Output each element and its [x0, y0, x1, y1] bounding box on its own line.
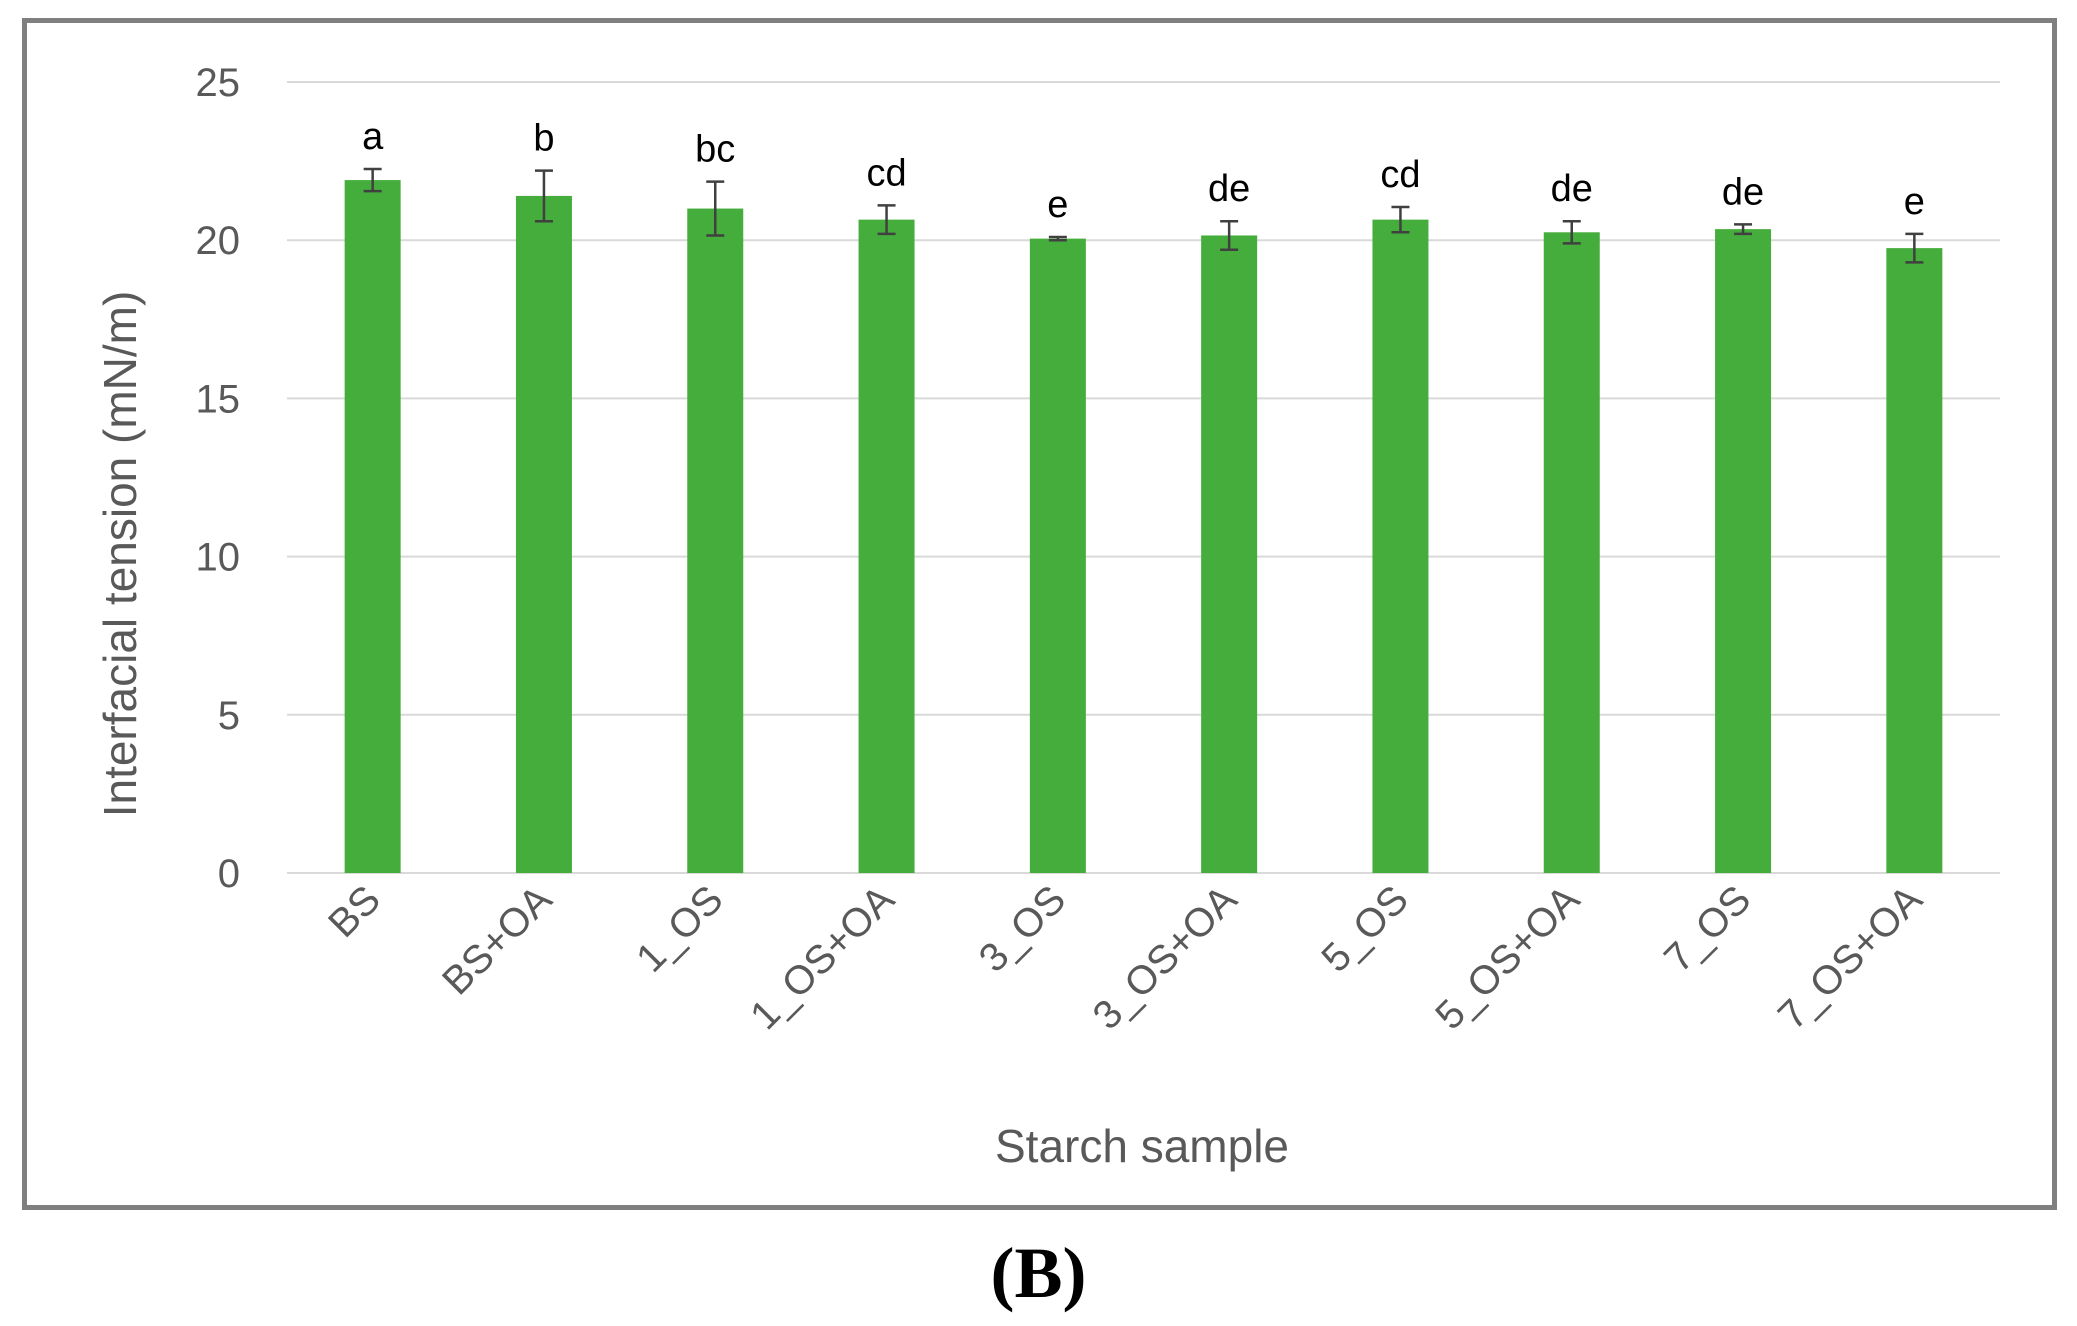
significance-letters: a b bc cd e de cd de de e — [362, 116, 1925, 226]
error-bar-5_OS+OA — [1562, 219, 1581, 245]
significance-letter: b — [533, 118, 554, 160]
y-tick-label: 20 — [196, 219, 241, 263]
x-tick-label: 7_OS — [1656, 877, 1759, 980]
y-tick-label: 10 — [196, 536, 241, 580]
significance-letter: e — [1047, 184, 1068, 226]
bar-7_OS+OA — [1886, 248, 1943, 874]
bar-1_OS — [687, 208, 744, 873]
significance-letter: e — [1904, 181, 1925, 223]
bar-7_OS — [1715, 229, 1772, 874]
bar-3_OS+OA — [1201, 235, 1258, 874]
gridlines — [287, 81, 2000, 874]
error-bar-5_OS — [1391, 205, 1410, 234]
error-bar-7_OS — [1734, 223, 1753, 236]
significance-letter: de — [1208, 168, 1250, 210]
bars — [344, 180, 1943, 874]
y-tick-label: 25 — [196, 61, 241, 105]
x-axis-title: Starch sample — [995, 1120, 1289, 1172]
error-bar-1_OS+OA — [877, 204, 896, 236]
bar-5_OS — [1372, 219, 1429, 873]
error-bar-1_OS — [706, 180, 725, 237]
significance-letter: bc — [695, 129, 735, 171]
significance-letter: a — [362, 116, 384, 158]
x-tick-labels: BS BS+OA 1_OS 1_OS+OA 3_OS 3_OS+OA 5_OS 5_OS+OA… — [320, 877, 1931, 1038]
bar-chart: a b bc cd e de cd de de e 0 5 10 15 20 25 BS BS+OA 1_OS 1… — [94, 61, 2000, 1172]
x-tick-label: 1_OS+OA — [742, 877, 903, 1038]
bar-BS+OA — [515, 195, 572, 874]
error-bar-3_OS — [1048, 235, 1067, 242]
x-tick-label: BS+OA — [434, 877, 560, 1003]
x-tick-label: 5_OS — [1313, 877, 1416, 980]
x-tick-label: 5_OS+OA — [1427, 877, 1588, 1038]
y-tick-label: 5 — [218, 694, 240, 738]
y-tick-label: 0 — [218, 852, 240, 896]
significance-letter: de — [1551, 168, 1593, 210]
bar-5_OS+OA — [1543, 232, 1600, 874]
panel-label: (B) — [990, 1233, 1087, 1313]
x-tick-label: 3_OS — [971, 877, 1074, 980]
error-bars — [363, 167, 1924, 264]
error-bar-BS — [363, 167, 382, 193]
significance-letter: cd — [866, 152, 906, 194]
significance-letter: cd — [1380, 154, 1420, 196]
y-tick-labels: 0 5 10 15 20 25 — [196, 61, 241, 896]
x-tick-label: 3_OS+OA — [1085, 877, 1246, 1038]
bar-3_OS — [1029, 238, 1086, 874]
x-tick-label: 1_OS — [628, 877, 731, 980]
y-tick-label: 15 — [196, 377, 241, 421]
significance-letter: de — [1722, 171, 1764, 213]
x-tick-label: BS — [320, 877, 389, 946]
error-bar-3_OS+OA — [1220, 219, 1239, 251]
error-bar-BS+OA — [534, 169, 553, 223]
error-bar-7_OS+OA — [1905, 232, 1924, 264]
bar-BS — [344, 180, 401, 874]
bar-1_OS+OA — [858, 219, 915, 873]
x-tick-label: 7_OS+OA — [1770, 877, 1931, 1038]
y-axis-title: Interfacial tension (mN/m) — [94, 291, 146, 818]
